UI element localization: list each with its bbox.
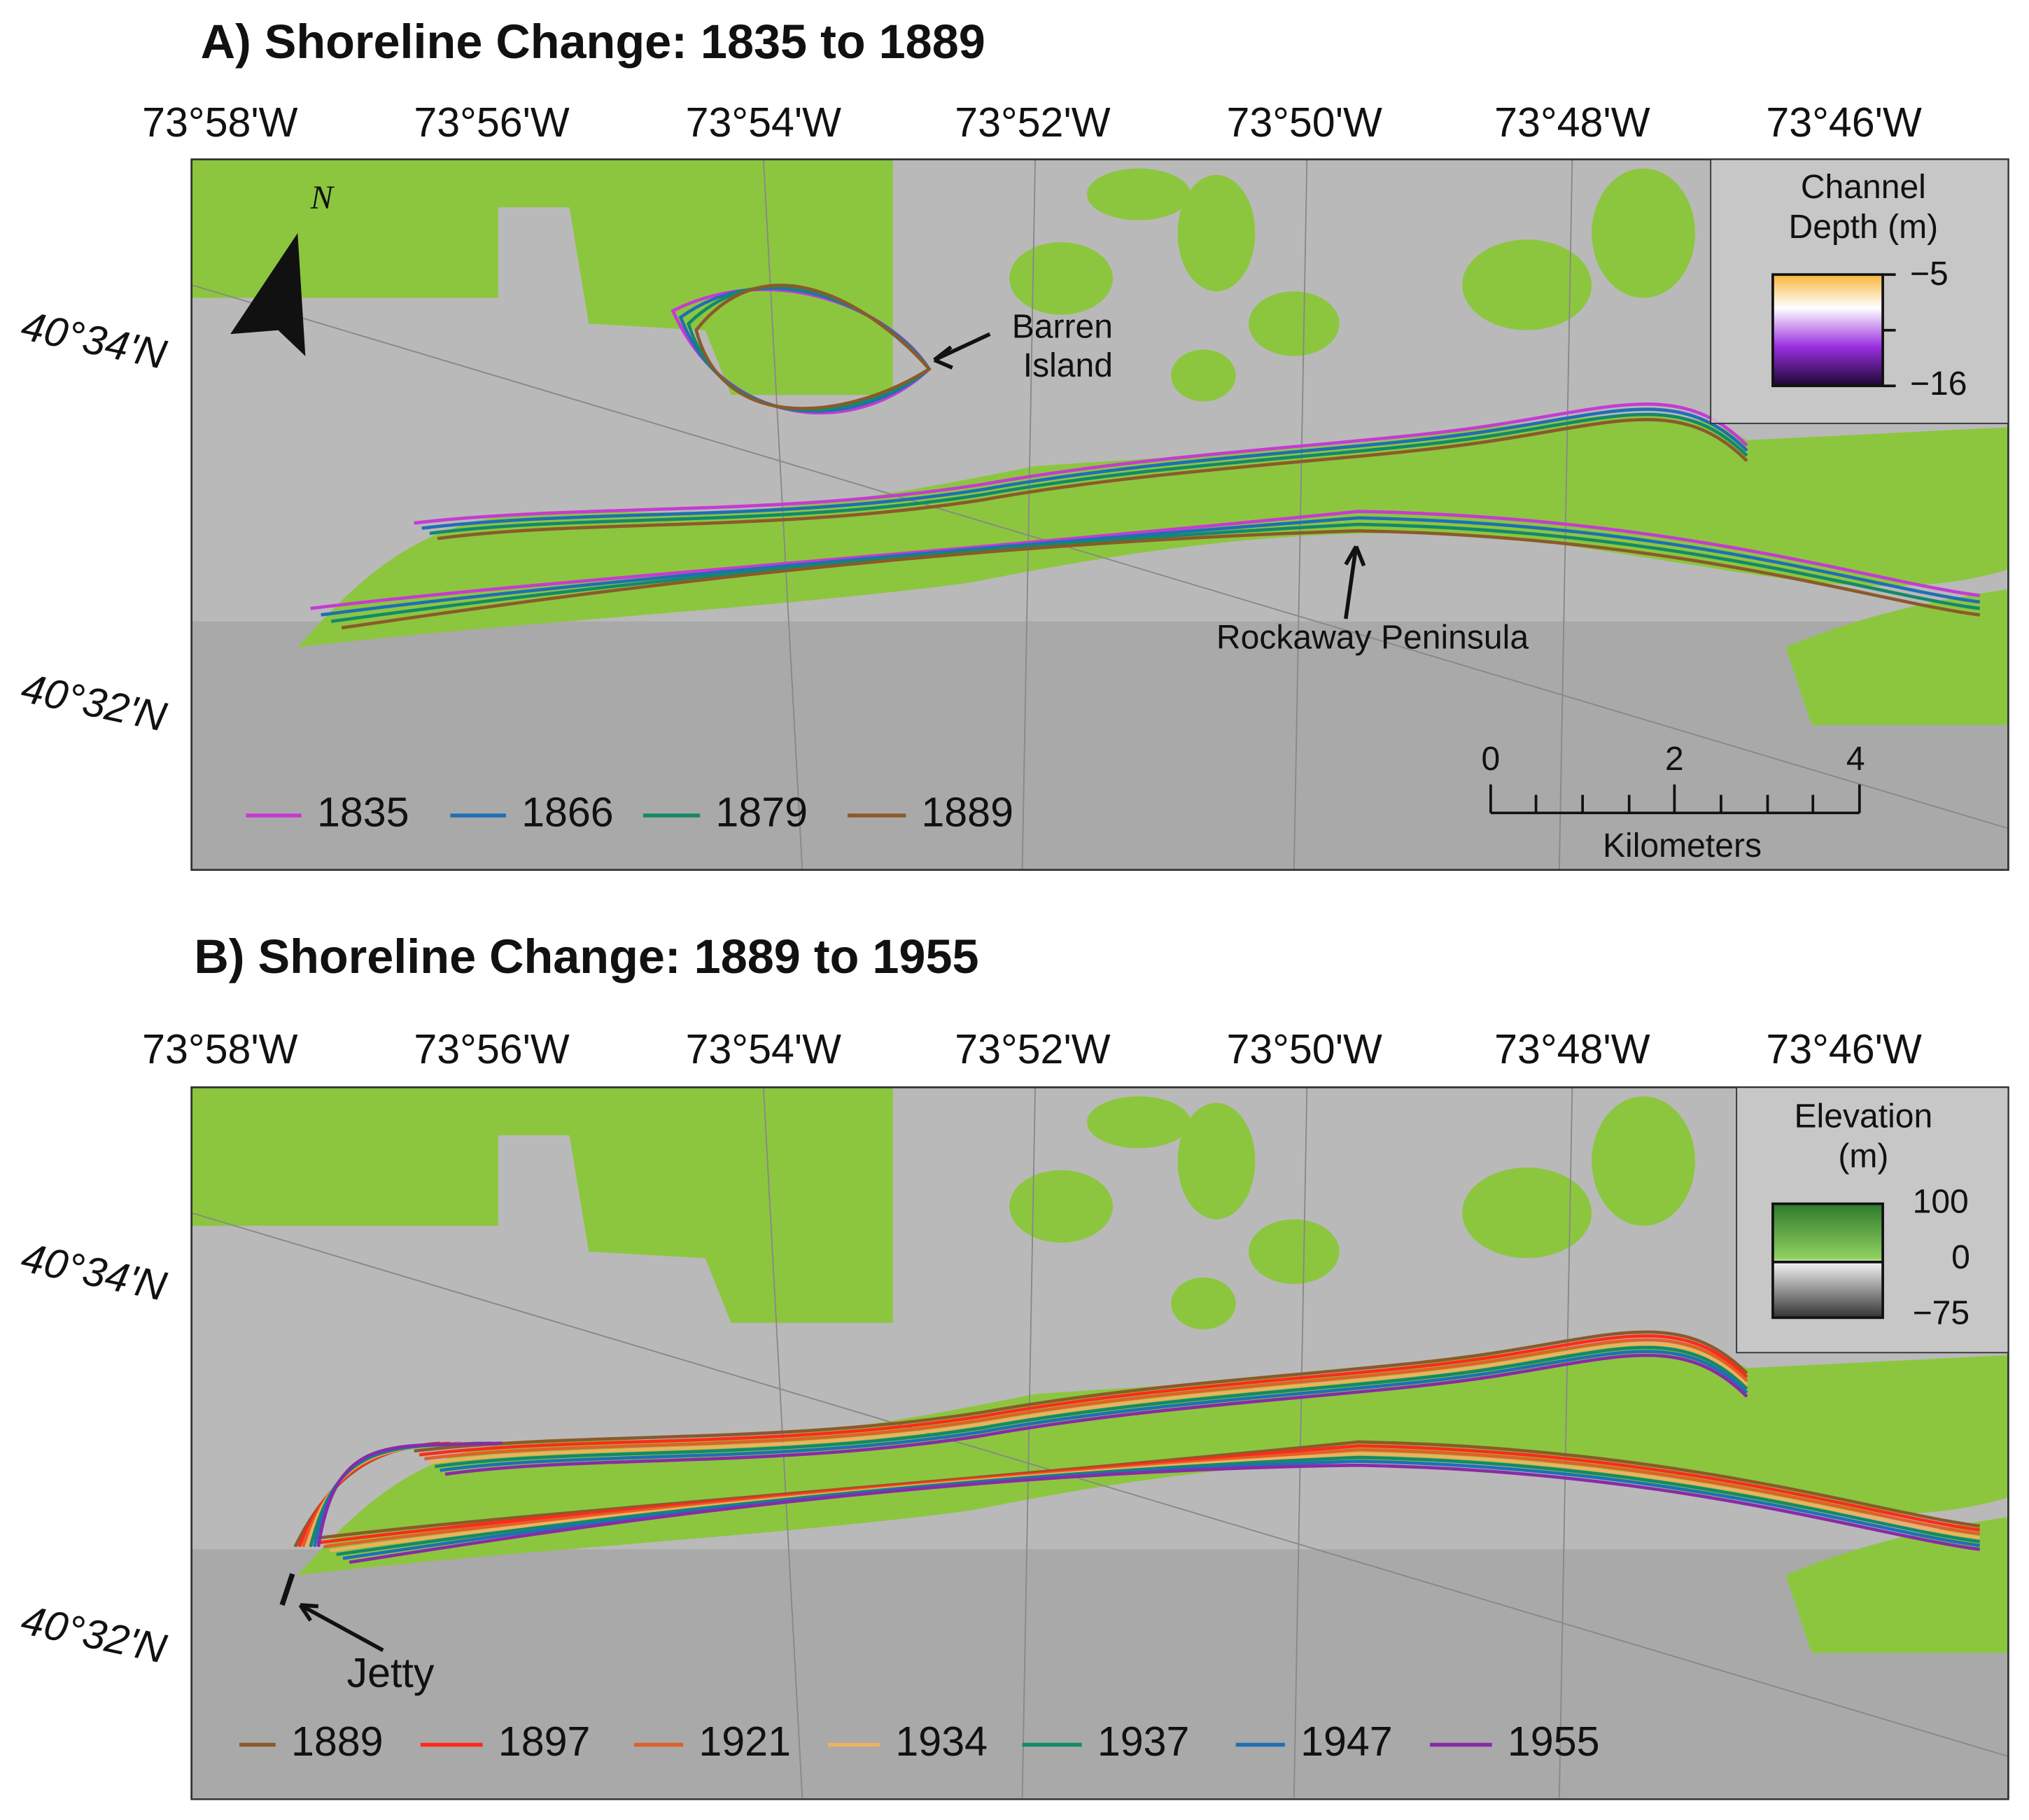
legend-label: 1947 [1300,1718,1393,1765]
colorbar-ticks [1883,273,1896,388]
scale-unit: Kilometers [1603,827,1762,864]
longitude-label: 73°46'W [1766,99,1922,146]
latitude-label: 40°34'N [17,1233,171,1310]
annotation-arrow [1344,545,1366,620]
shoreline [310,510,1981,610]
shoreline [437,418,1748,540]
annotation-arrow [933,332,991,370]
panel-title: B) Shoreline Change: 1889 to 1955 [194,930,978,983]
longitude-label: 73°54'W [686,99,842,146]
shoreline [429,1342,1748,1464]
legend: 1835 1866 1879 1889 [246,789,1013,836]
shoreline [424,1338,1748,1461]
map-frame [190,158,2009,872]
colorbar [1771,273,1884,388]
shoreline [349,1463,1981,1564]
longitude-labels: 73°58'W 73°56'W 73°54'W 73°52'W 73°50'W 73°48… [142,99,1922,146]
legend-label: 1889 [921,789,1013,836]
longitude-label: 73°56'W [414,1026,570,1072]
colorbar-title: Elevation [1794,1097,1932,1135]
shoreline [316,1441,503,1547]
scale-label: 0 [1482,740,1501,778]
longitude-label: 73°48'W [1494,1026,1650,1072]
shoreline [323,1448,1981,1548]
legend: 1889 1897 1921 1934 1937 1947 1955 [239,1718,1600,1765]
shoreline [330,1452,1981,1553]
shoreline [342,1460,1981,1560]
longitude-label: 73°52'W [955,1026,1111,1072]
legend-label: 1955 [1508,1718,1600,1765]
longitude-label: 73°52'W [955,99,1111,146]
colorbar-title: Channel [1801,168,1926,206]
shoreline [421,407,1748,530]
legend-label: 1835 [317,789,409,836]
shoreline [341,528,1981,630]
annotation: Island [1023,346,1113,384]
longitude-label: 73°54'W [686,1026,842,1072]
map-frame [190,1086,2009,1800]
shoreline [336,1455,1981,1557]
colorbar-title: Depth (m) [1789,208,1939,246]
shoreline [429,412,1748,536]
longitude-label: 73°50'W [1226,99,1382,146]
north-arrow [230,233,306,356]
annotation: Rockaway Peninsula [1216,618,1529,656]
annotation: Barren [1012,308,1113,346]
colorbar-label: −5 [1910,255,1949,293]
colorbar-label: −75 [1913,1294,1970,1331]
shoreline [694,284,932,410]
longitude-labels: 73°58'W 73°56'W 73°54'W 73°52'W 73°50'W 73°48… [142,1026,1922,1072]
shoreline [440,1350,1748,1472]
longitude-label: 73°58'W [142,99,298,146]
shorelines [293,1330,1981,1564]
north-label: N [310,179,335,216]
colorbar-title: (m) [1838,1138,1888,1175]
legend-label: 1937 [1097,1718,1190,1765]
longitude-label: 73°56'W [414,99,570,146]
latitude-label: 40°32'N [17,1596,171,1672]
shoreline [310,1440,1981,1541]
latitude-label: 40°32'N [17,664,171,741]
longitude-label: 73°50'W [1226,1026,1382,1072]
shoreline [414,1330,1748,1453]
shoreline [434,1345,1748,1469]
legend-label: 1921 [698,1718,791,1765]
panel-title: A) Shoreline Change: 1835 to 1889 [201,15,985,69]
legend-label: 1889 [291,1718,384,1765]
longitude-label: 73°48'W [1494,99,1650,146]
longitude-label: 73°46'W [1766,1026,1922,1072]
annotation-arrow [298,1603,384,1652]
shoreline [414,402,1748,525]
shoreline [444,1353,1748,1476]
scale-label: 2 [1665,740,1684,778]
legend-label: 1879 [715,789,808,836]
legend-label: 1866 [521,789,614,836]
colorbar-label: −16 [1910,365,1967,402]
colorbar-label: 100 [1913,1182,1969,1220]
legend-label: 1934 [895,1718,988,1765]
latitude-label: 40°34'N [17,302,171,378]
shoreline [419,1334,1748,1457]
annotation: Jetty [346,1649,434,1696]
scale-label: 4 [1846,740,1865,778]
shoreline [316,1444,1981,1545]
shoreline [321,516,1981,617]
legend-label: 1897 [498,1718,591,1765]
colorbar-label: 0 [1951,1238,1970,1276]
shorelines [310,284,1981,630]
jetty [279,1573,295,1606]
longitude-label: 73°58'W [142,1026,298,1072]
shoreline [330,522,1981,623]
scale-bar [1489,784,1861,815]
